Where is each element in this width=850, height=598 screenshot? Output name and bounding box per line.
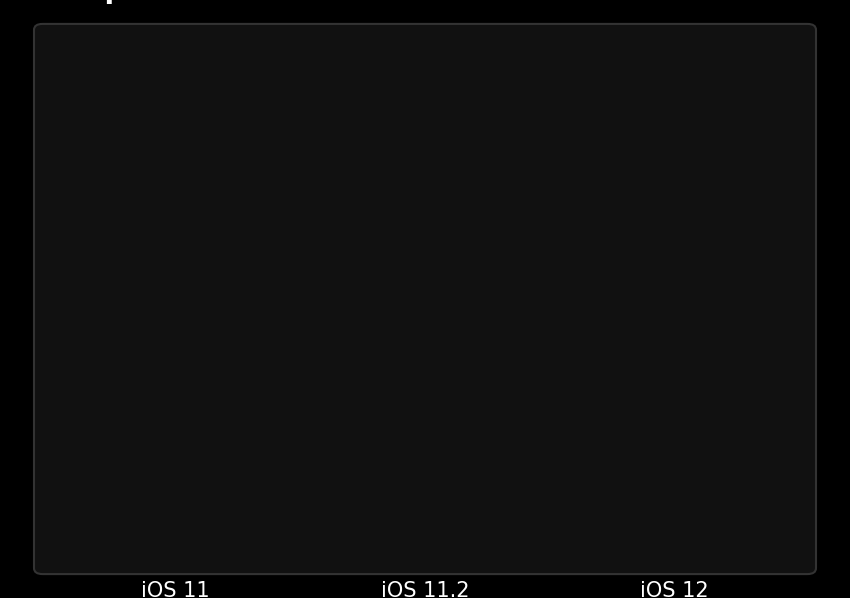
Text: Options for Neural Networks: Options for Neural Networks (81, 0, 529, 4)
Text: Float
32-bit: Float 32-bit (145, 392, 207, 438)
Text: Half
16-bit: Half 16-bit (394, 446, 456, 493)
Bar (348, 331, 502, 562)
Text: Quantized: Quantized (621, 510, 728, 530)
Bar (597, 478, 751, 562)
Text: NEW: NEW (660, 452, 688, 462)
Bar (99, 141, 253, 562)
